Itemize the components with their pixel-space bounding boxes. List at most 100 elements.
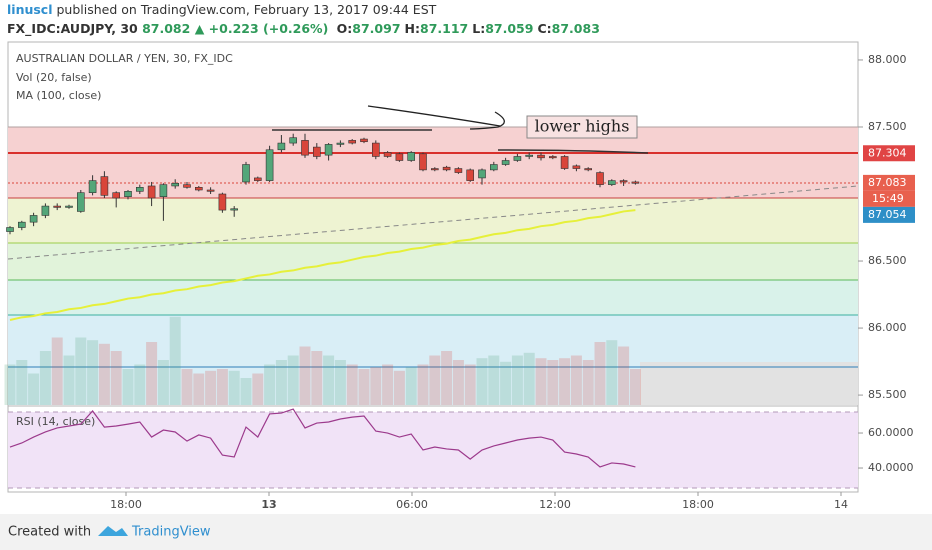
- candle-body: [183, 184, 191, 188]
- candle-body: [77, 192, 85, 212]
- volume-bar: [476, 358, 488, 405]
- y-tick-label: 85.500: [868, 388, 907, 401]
- candle-body: [100, 176, 109, 196]
- volume-bar: [358, 369, 370, 405]
- volume-bar: [252, 373, 264, 405]
- candle-body: [53, 205, 62, 208]
- volume-bar: [441, 351, 453, 405]
- zone: [8, 198, 858, 243]
- volume-bar: [393, 370, 405, 405]
- zone: [640, 362, 858, 405]
- candle-body: [478, 169, 486, 179]
- volume-bar: [122, 369, 134, 405]
- candle-body: [596, 172, 604, 185]
- volume-bar: [547, 360, 559, 405]
- published: published on TradingView.com, February 1…: [56, 2, 437, 17]
- annotation-box: [526, 115, 638, 139]
- volume-bar: [216, 369, 228, 405]
- candle-body: [489, 164, 498, 171]
- countdown: 15:49: [872, 192, 904, 205]
- volume-bar: [4, 364, 16, 405]
- zone: [8, 243, 858, 280]
- ohlc-value: 87.117: [420, 21, 469, 36]
- volume-bar: [287, 355, 299, 405]
- author[interactable]: linuscl: [7, 2, 53, 17]
- trend-line: [7, 185, 859, 260]
- symbol: FX_IDC:AUDJPY, 30: [7, 21, 138, 36]
- rsi-band: [8, 412, 858, 488]
- candle-body: [65, 205, 73, 208]
- candle-body: [29, 215, 38, 223]
- zone: [8, 280, 858, 315]
- volume-bar: [429, 355, 441, 405]
- price-label: 87.083: [868, 176, 907, 189]
- y-tick-label: 40.0000: [868, 461, 914, 474]
- ohlc-label: C:: [537, 21, 552, 36]
- candle-body: [419, 153, 427, 171]
- volume-bar: [264, 364, 276, 405]
- price-label-box: [863, 145, 915, 162]
- candle-body: [218, 193, 227, 211]
- volume-bar: [87, 340, 99, 405]
- volume-bar: [582, 360, 594, 405]
- chart-title: AUSTRALIAN DOLLAR / YEN, 30, FX_IDC: [16, 52, 233, 65]
- ohlc-label: H:: [404, 21, 420, 36]
- candle-body: [324, 144, 333, 156]
- candle-body: [348, 140, 357, 144]
- volume-bar: [228, 370, 240, 405]
- candle-body: [112, 192, 120, 199]
- candle-body: [466, 169, 475, 181]
- candle-body: [584, 168, 593, 171]
- price-label-box: [863, 174, 915, 191]
- candle-body: [254, 177, 262, 181]
- ohlc-value: 87.083: [551, 21, 600, 36]
- volume-bar: [134, 364, 146, 405]
- volume-bar: [181, 369, 193, 405]
- ma-line: [9, 209, 636, 321]
- drawing: [469, 111, 505, 130]
- volume-bar: [193, 373, 205, 405]
- drawing: [497, 149, 649, 154]
- x-tick-label: 13: [261, 498, 276, 511]
- zone: [8, 315, 858, 367]
- last: 87.082: [142, 21, 191, 36]
- volume-bar: [157, 360, 169, 405]
- candle-body: [383, 152, 392, 157]
- x-tick-label: 12:00: [539, 498, 571, 511]
- y-tick-label: 87.500: [868, 120, 907, 133]
- candle-body: [371, 142, 380, 157]
- volume-bar: [464, 364, 476, 405]
- annotation: lower highs: [535, 117, 630, 136]
- zone: [8, 127, 858, 198]
- y-tick-label: 88.000: [868, 53, 907, 66]
- volume-bar: [323, 355, 335, 405]
- volume-bar: [629, 369, 641, 405]
- candle-body: [242, 164, 250, 183]
- ohlc-value: 87.097: [352, 21, 401, 36]
- volume-bar: [311, 351, 323, 405]
- volume-bar: [382, 364, 394, 405]
- indicator-label: MA (100, close): [16, 89, 101, 102]
- volume-bar: [417, 364, 429, 405]
- volume-bar: [169, 316, 181, 405]
- candle-body: [607, 180, 616, 185]
- ohlc-label: L:: [472, 21, 486, 36]
- candle-body: [171, 182, 179, 187]
- volume-bar: [51, 337, 63, 405]
- candle-body: [289, 137, 298, 144]
- candle-body: [501, 160, 510, 165]
- candle-body: [195, 187, 203, 191]
- footer-bar: [0, 514, 932, 550]
- candle-body: [525, 154, 534, 157]
- x-tick-label: 18:00: [110, 498, 142, 511]
- candle-body: [336, 142, 345, 145]
- volume-bar: [63, 355, 75, 405]
- candle-body: [277, 142, 286, 151]
- candle-body: [41, 205, 50, 216]
- candle-body: [265, 149, 274, 181]
- volume-bar: [618, 346, 630, 405]
- candle-body: [619, 180, 628, 183]
- footer-brand[interactable]: TradingView: [131, 525, 211, 540]
- candle-body: [6, 227, 14, 232]
